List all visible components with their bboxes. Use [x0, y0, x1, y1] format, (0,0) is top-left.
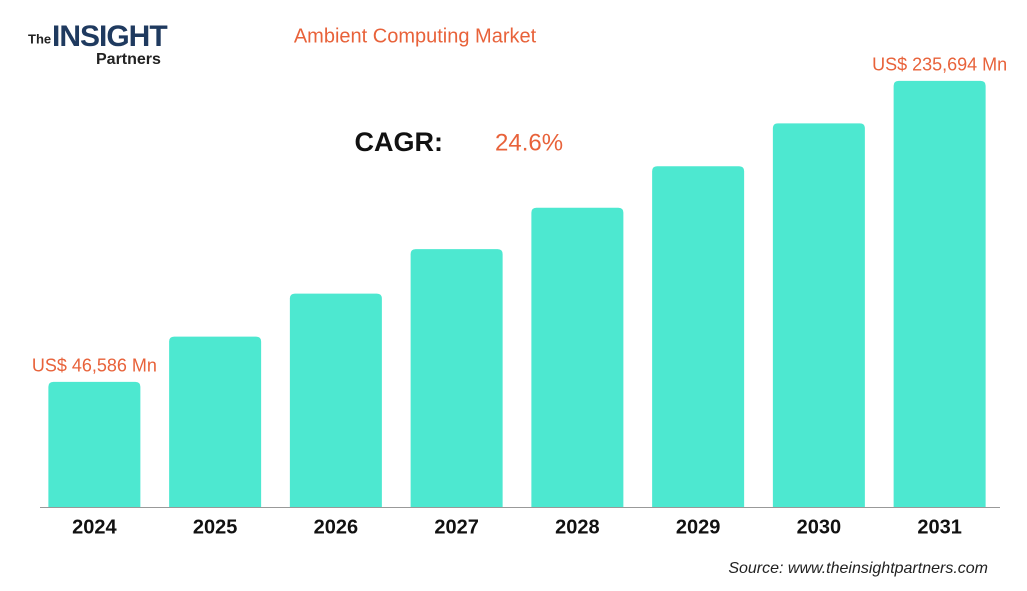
bar	[48, 381, 141, 507]
cagr-label: CAGR:	[355, 127, 444, 157]
x-tick-label: 2031	[917, 516, 962, 538]
x-tick-label: 2028	[555, 516, 600, 538]
x-tick-label: 2026	[314, 516, 359, 538]
value-label: US$ 235,694 Mn	[872, 55, 1007, 75]
logo-name: INSIGHT	[52, 20, 167, 53]
logo-suffix: Partners	[96, 51, 161, 68]
logo-prefix: The	[28, 31, 51, 46]
x-tick-label: 2029	[676, 516, 721, 538]
value-label: US$ 46,586 Mn	[32, 356, 157, 376]
bar	[410, 249, 503, 507]
cagr-value: 24.6%	[495, 129, 563, 156]
bar	[289, 293, 382, 507]
bar	[169, 336, 262, 507]
x-tick-label: 2030	[797, 516, 842, 538]
x-tick-label: 2024	[72, 516, 117, 538]
x-tick-label: 2025	[193, 516, 238, 538]
source: Source: www.theinsightpartners.com	[728, 560, 988, 577]
bar	[652, 166, 745, 508]
x-tick-label: 2027	[434, 516, 479, 538]
bar	[531, 207, 624, 507]
bar	[772, 123, 865, 507]
chart-title: Ambient Computing Market	[294, 25, 537, 47]
bar	[893, 80, 986, 508]
